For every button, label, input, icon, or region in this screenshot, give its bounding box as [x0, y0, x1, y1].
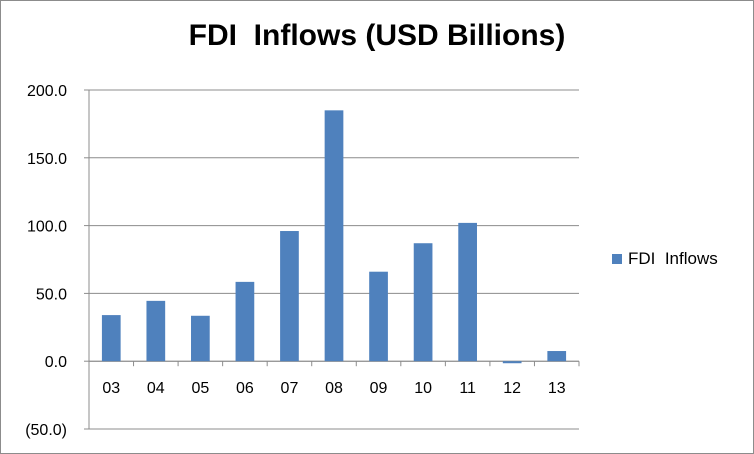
x-tick-label: 10: [414, 380, 432, 397]
bar-07: [280, 231, 299, 362]
bar-11: [458, 222, 477, 362]
bar-03: [101, 315, 121, 362]
legend: FDI Inflows: [612, 249, 718, 269]
bar-04: [146, 300, 166, 362]
chart-title: FDI Inflows (USD Billions): [188, 19, 566, 52]
x-tick-label: 05: [191, 380, 209, 397]
x-tick-label: 04: [147, 380, 165, 397]
x-tick-label: 06: [236, 380, 254, 397]
bar-13: [547, 351, 567, 362]
y-tick-label: (50.0): [25, 422, 67, 439]
y-tick-label: 200.0: [27, 83, 67, 100]
y-tick-label: 100.0: [27, 219, 67, 236]
x-tick-label: 08: [325, 380, 343, 397]
x-tick-label: 09: [370, 380, 388, 397]
x-tick-label: 13: [548, 380, 566, 397]
y-tick-label: 150.0: [27, 151, 67, 168]
x-tick-label: 12: [503, 380, 521, 397]
bar-12: [502, 361, 522, 364]
bar-06: [235, 281, 255, 362]
x-tick-label: 03: [102, 380, 120, 397]
bar-05: [191, 315, 210, 362]
bar-10: [413, 243, 433, 362]
y-tick-label: 0.0: [45, 354, 67, 371]
x-tick-label: 11: [459, 380, 476, 397]
bar-09: [369, 271, 388, 362]
x-tick-label: 07: [281, 380, 299, 397]
y-tick-label: 50.0: [36, 286, 67, 303]
bar-08: [324, 110, 344, 362]
legend-swatch: [612, 254, 622, 264]
legend-label: FDI Inflows: [628, 249, 718, 268]
